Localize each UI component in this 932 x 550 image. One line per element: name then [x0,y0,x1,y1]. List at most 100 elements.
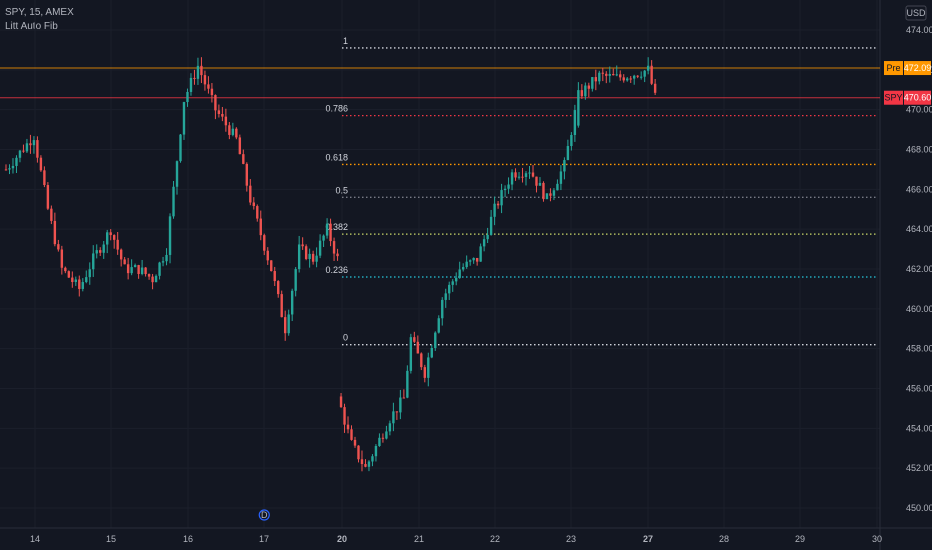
candle-body [339,396,343,408]
candle-body [78,279,81,289]
candle-body [416,341,420,354]
candle-body [168,216,172,255]
candle-body [633,75,636,79]
candle-body [650,65,653,84]
candle-body [144,267,147,275]
candle-body [364,464,367,467]
y-tick-label: 460.00 [906,304,932,314]
candle-body [521,176,524,178]
candle-body [503,188,507,191]
badge-value-box [904,90,931,105]
candle-body [461,267,465,270]
badge-value-box [904,61,931,76]
candle-body [528,172,531,174]
dividend-icon [258,509,270,521]
candle-body [612,74,615,76]
candle-body [556,183,559,191]
dividend-marker[interactable]: D [258,509,270,521]
candle-body [228,125,231,135]
x-tick-label: 15 [106,534,116,544]
y-tick-label: 458.00 [906,344,932,354]
candle-body [598,72,601,82]
x-tick-label: 23 [566,534,576,544]
candle-body [224,116,228,126]
candle-body [266,250,269,261]
candle-body [378,437,381,446]
candle-body [193,77,196,79]
candle-body [221,113,224,117]
candle-body [158,262,161,276]
candle-body [252,202,255,207]
candle-body [287,314,290,334]
symbol-title: SPY, 15, AMEX [5,7,74,18]
candle-body [636,75,639,77]
x-tick-label: 17 [259,534,269,544]
candle-body [280,294,283,318]
candle-body [123,259,126,265]
y-tick-label: 462.00 [906,264,932,274]
candle-body [99,250,102,253]
candle-body [479,246,482,262]
candle-body [455,277,458,282]
candle-body [102,244,105,253]
candle-body [154,275,158,283]
candle-body [322,235,325,241]
candle-body [81,282,84,289]
candle-body [353,439,357,446]
currency-label[interactable]: USD [906,8,926,18]
candle-body [563,160,566,172]
y-tick-label: 452.00 [906,463,932,473]
fib-level-label: 0 [343,333,348,343]
candle-body [367,461,371,467]
fib-level-label: 0.382 [325,222,348,232]
candle-body [172,186,175,217]
candle-body [413,337,416,342]
candle-body [263,235,266,251]
candle-body [444,293,447,300]
candle-body [329,223,332,242]
candle-body [242,154,245,164]
candle-body [465,261,468,268]
candle-body [486,234,489,240]
candle-body [587,85,591,89]
y-tick-label: 464.00 [906,224,932,234]
candle-body [514,172,517,178]
y-tick-label: 454.00 [906,423,932,433]
candle-body [427,357,430,378]
candle-body [67,271,71,278]
fib-level-label: 0.5 [335,185,348,195]
y-tick-label: 456.00 [906,384,932,394]
candle-body [64,267,67,272]
candle-body [308,253,311,260]
candle-body [489,216,493,235]
candle-body [182,102,186,135]
candle-body [8,168,11,170]
candle-body [301,244,304,247]
candle-body [580,90,584,97]
candle-body [270,260,273,272]
candle-body [566,146,570,161]
candle-body [482,239,486,247]
candle-body [346,424,350,430]
candle-body [175,161,179,187]
candle-body [249,185,252,203]
candle-body [284,317,287,334]
candle-body [524,173,528,177]
candle-body [615,74,618,76]
badge-name-box [884,61,903,76]
candle-body [388,423,392,432]
badge-value: 470.60 [904,93,932,103]
currency-button[interactable]: USD [905,5,927,21]
candle-body [11,165,15,169]
candle-body [290,290,294,315]
candle-body [256,206,259,219]
candle-body [423,367,426,378]
candle-body [25,143,29,152]
candle-body [507,184,510,189]
candle-body [559,171,563,184]
candle-body [584,85,587,97]
time-axis[interactable]: 14 15 16 17 20 21 22 23 27 28 29 30 [30,534,882,544]
indicator-name[interactable]: Litt Auto Fib [5,21,58,32]
candle-body [420,353,423,368]
